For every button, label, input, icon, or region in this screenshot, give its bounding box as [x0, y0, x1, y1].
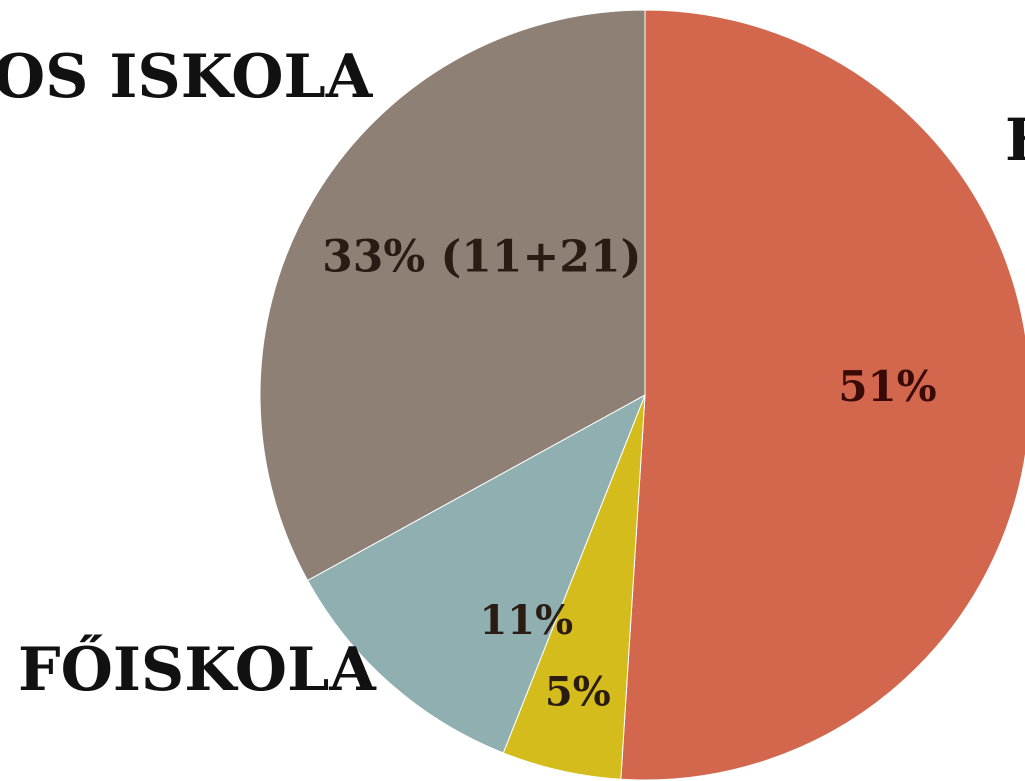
pie-slice-label-4: 33% (11+21) [322, 232, 641, 283]
pie-slice-1 [620, 9, 1025, 781]
pie-slice-label-3: 11% [479, 597, 573, 644]
pie-slices [259, 9, 1025, 781]
pie-slice-4 [259, 9, 646, 582]
category-label-k: K [1005, 106, 1025, 174]
pie-slice-label-1: 51% [838, 362, 936, 411]
pie-slice-label-2: 5% [545, 669, 611, 716]
category-label-foiskola: FŐISKOLA [18, 634, 377, 705]
category-label-nos-iskola: NOS ISKOLA [0, 42, 374, 112]
pie-slice-labels: 51% 5% 11% 33% (11+21) [322, 232, 937, 716]
pie-slice-3 [306, 393, 646, 754]
